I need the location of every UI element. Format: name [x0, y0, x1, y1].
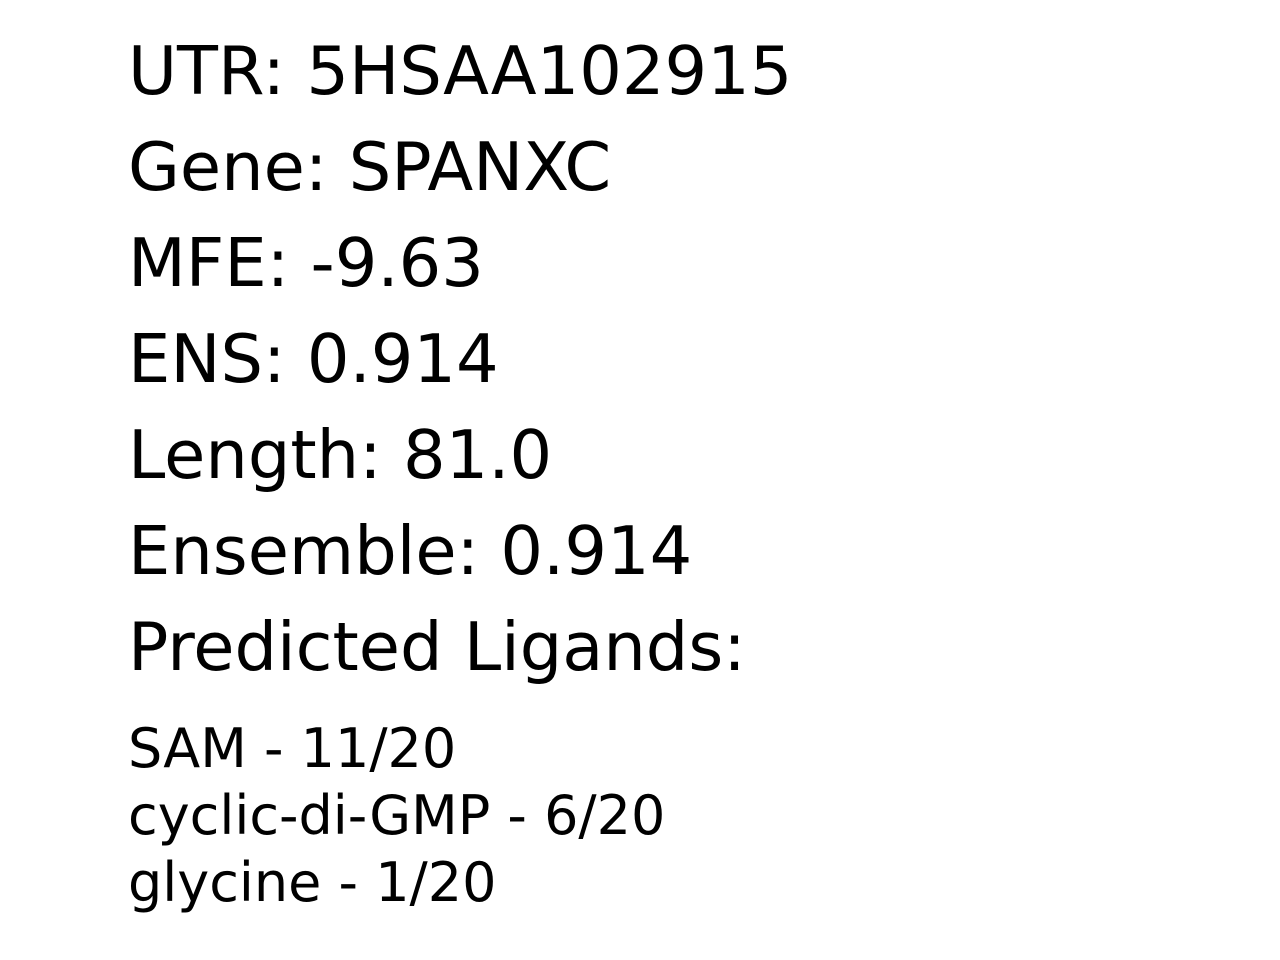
ensemble-label: Ensemble: 0.914 [128, 512, 693, 590]
ligand-item: glycine - 1/20 [128, 851, 497, 914]
predicted-ligands-heading: Predicted Ligands: [128, 608, 746, 686]
gene-label: Gene: SPANXC [128, 128, 612, 206]
mfe-label: MFE: -9.63 [128, 224, 484, 302]
ens-label: ENS: 0.914 [128, 320, 499, 398]
ligand-item: SAM - 11/20 [128, 717, 457, 780]
ligand-item: cyclic-di-GMP - 6/20 [128, 784, 666, 847]
length-label: Length: 81.0 [128, 416, 553, 494]
utr-label: UTR: 5HSAA102915 [128, 32, 793, 110]
